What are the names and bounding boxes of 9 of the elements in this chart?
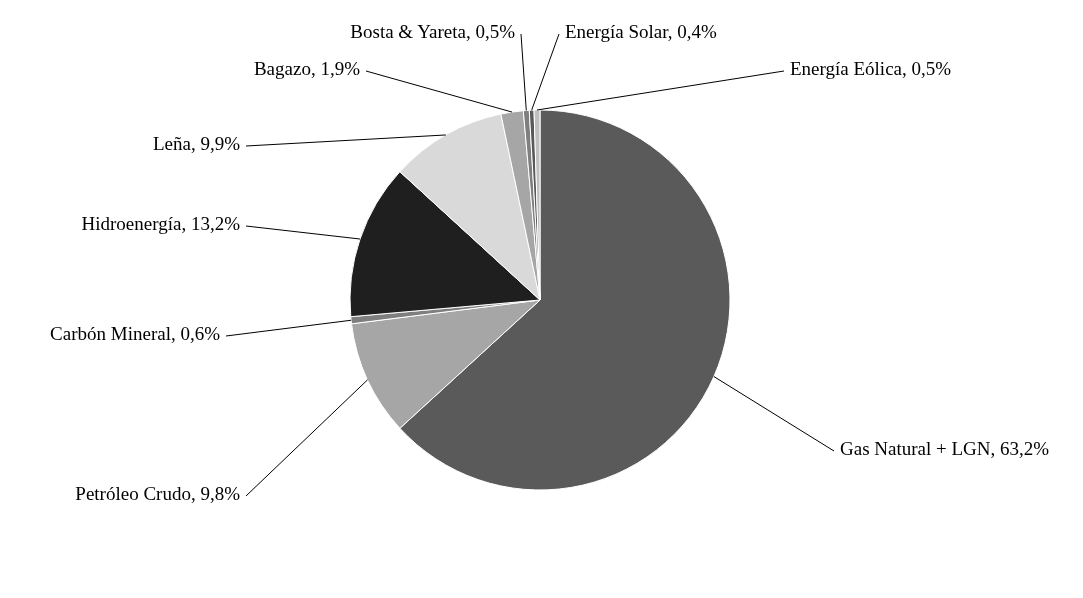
slice-label: Carbón Mineral, 0,6% <box>50 323 221 344</box>
slice-label: Energía Eólica, 0,5% <box>790 58 952 79</box>
slice-label: Energía Solar, 0,4% <box>565 21 718 42</box>
slice-label: Hidroenergía, 13,2% <box>81 213 241 234</box>
slice-label: Bosta & Yareta, 0,5% <box>350 21 516 42</box>
slice-label: Bagazo, 1,9% <box>253 58 361 79</box>
slice-label: Gas Natural + LGN, 63,2% <box>840 438 1050 459</box>
slice-label: Leña, 9,9% <box>152 133 241 154</box>
slice-label: Petróleo Crudo, 9,8% <box>75 483 241 504</box>
